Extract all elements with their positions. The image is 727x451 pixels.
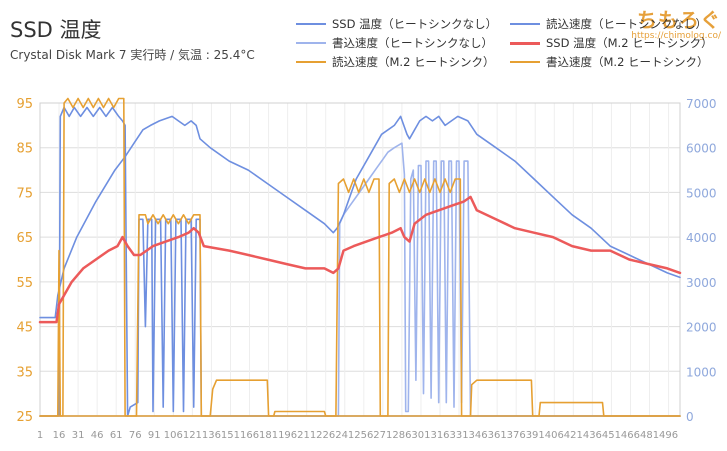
y-left-tick-label: 85: [16, 142, 33, 157]
series-line-4: [39, 97, 681, 417]
legend-label: 書込速度（ヒートシンクなし）: [332, 36, 493, 50]
legend-item-temp-noheatsink: SSD 温度（ヒートシンクなし）: [296, 16, 510, 32]
watermark-logo: ちもろぐ https://chimolog.co/: [631, 4, 721, 41]
legend-label: 書込速度（M.2 ヒートシンク）: [546, 55, 709, 69]
legend-label: SSD 温度（ヒートシンクなし）: [332, 17, 498, 31]
y-right-tick-label: 7000: [686, 97, 717, 111]
page-title: SSD 温度: [10, 18, 102, 42]
x-tick-label: 451: [602, 430, 621, 441]
watermark-text: ちもろぐ: [637, 8, 721, 32]
x-tick-label: 211: [297, 430, 316, 441]
legend-swatch: [510, 61, 540, 63]
y-right-tick-label: 1000: [686, 365, 717, 379]
legend-item-read-heatsink: 読込速度（M.2 ヒートシンク）: [296, 54, 510, 70]
x-tick-label: 376: [507, 430, 526, 441]
x-tick-label: 466: [621, 430, 640, 441]
y-right-tick-label: 0: [686, 410, 694, 424]
x-tick-label: 346: [469, 430, 488, 441]
y-right-tick-label: 3000: [686, 276, 717, 290]
y-left-tick-label: 55: [16, 276, 33, 291]
chart-axes: 25 35 45 55 65 75 85 95 0 1000 2000 3000 4000 5000 600…: [16, 97, 716, 441]
x-tick-label: 136: [202, 430, 221, 441]
x-tick-label: 46: [91, 430, 104, 441]
x-tick-label: 181: [259, 430, 278, 441]
series-line-2: [39, 142, 681, 417]
legend-item-write-noheatsink: 書込速度（ヒートシンクなし）: [296, 35, 510, 51]
plot-frame: [39, 102, 681, 417]
x-tick-label: 16: [53, 430, 66, 441]
chart-grid: [39, 102, 681, 417]
x-tick-label: 241: [335, 430, 354, 441]
x-tick-label: 166: [240, 430, 259, 441]
series-line-1: [39, 106, 681, 417]
x-tick-label: 361: [488, 430, 507, 441]
page-subtitle: Crystal Disk Mark 7 実行時 / 気温 : 25.4°C: [10, 48, 255, 62]
legend-label: SSD 温度（M.2 ヒートシンク）: [546, 36, 713, 50]
legend-label: 読込速度（ヒートシンクなし）: [546, 17, 707, 31]
legend-swatch: [510, 23, 540, 25]
y-left-tick-label: 65: [16, 231, 33, 246]
x-tick-label: 481: [640, 430, 659, 441]
y-right-tick-label: 6000: [686, 142, 717, 156]
y-left-tick-label: 45: [16, 321, 33, 336]
x-tick-label: 1: [37, 430, 43, 441]
x-tick-label: 331: [450, 430, 469, 441]
x-tick-label: 226: [316, 430, 335, 441]
legend-swatch: [296, 23, 326, 25]
x-tick-label: 91: [148, 430, 161, 441]
x-tick-label: 496: [659, 430, 678, 441]
x-tick-label: 196: [278, 430, 297, 441]
legend-swatch: [296, 42, 326, 44]
legend-item-write-heatsink: 書込速度（M.2 ヒートシンク）: [510, 54, 724, 70]
x-tick-label: 286: [392, 430, 411, 441]
x-tick-label: 76: [129, 430, 142, 441]
watermark-url: https://chimolog.co/: [631, 31, 721, 41]
y-left-tick-label: 35: [16, 365, 33, 380]
x-tick-label: 106: [164, 430, 183, 441]
y-right-tick-label: 2000: [686, 321, 717, 335]
x-tick-label: 391: [526, 430, 545, 441]
legend-item-temp-heatsink: SSD 温度（M.2 ヒートシンク）: [510, 35, 724, 51]
y-left-tick-label: 95: [16, 97, 33, 112]
series-line-3: [38, 195, 682, 324]
y-right-tick-label: 4000: [686, 231, 717, 245]
x-tick-label: 31: [72, 430, 85, 441]
x-tick-label: 421: [564, 430, 583, 441]
y-left-tick-label: 75: [16, 186, 33, 201]
legend-swatch: [296, 61, 326, 63]
legend-label: 読込速度（M.2 ヒートシンク）: [332, 55, 495, 69]
x-tick-label: 61: [110, 430, 123, 441]
y-left-tick-label: 25: [16, 410, 33, 425]
x-tick-label: 121: [183, 430, 202, 441]
x-tick-label: 301: [411, 430, 430, 441]
x-tick-label: 151: [221, 430, 240, 441]
y-right-tick-label: 5000: [686, 186, 717, 200]
chart-series: [38, 97, 682, 417]
legend-item-read-noheatsink: 読込速度（ヒートシンクなし）: [510, 16, 724, 32]
chart-legend: SSD 温度（ヒートシンクなし） 読込速度（ヒートシンクなし） 書込速度（ヒート…: [296, 16, 726, 70]
x-tick-label: 271: [373, 430, 392, 441]
series-line-0: [39, 115, 681, 319]
x-tick-label: 406: [545, 430, 564, 441]
series-line-5: [39, 178, 681, 417]
legend-swatch: [510, 41, 540, 45]
x-tick-label: 436: [583, 430, 602, 441]
x-tick-label: 316: [430, 430, 449, 441]
x-tick-label: 256: [354, 430, 373, 441]
